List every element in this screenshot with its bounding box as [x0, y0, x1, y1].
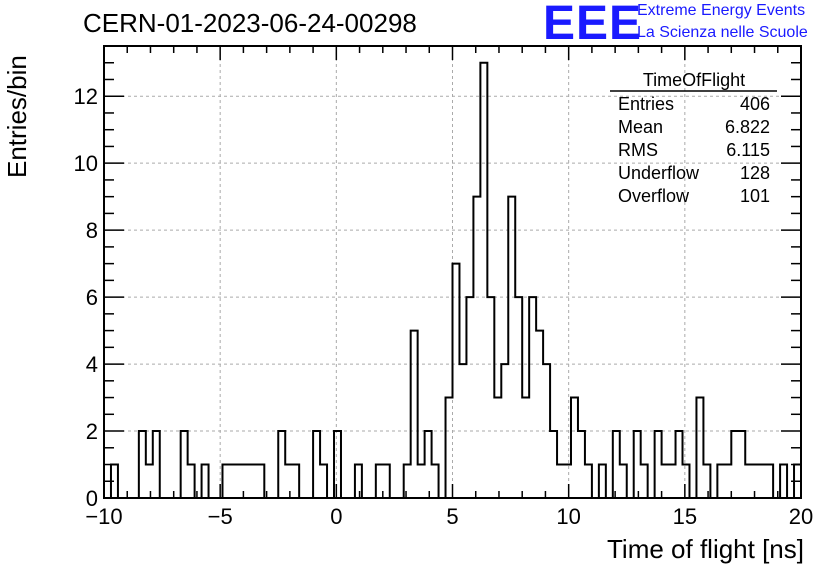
- x-tick-label: 20: [789, 504, 813, 529]
- x-tick-label: 15: [673, 504, 697, 529]
- stats-row-rms: RMS 6.115: [618, 140, 770, 161]
- y-tick-label: 6: [86, 285, 98, 310]
- x-tick-label: −5: [208, 504, 233, 529]
- stats-box-title: TimeOfFlight: [642, 70, 746, 90]
- histogram-line: [104, 61, 802, 499]
- y-tick-label: 2: [86, 419, 98, 444]
- y-tick-label: 4: [86, 352, 98, 377]
- stats-label: Overflow: [618, 186, 690, 206]
- stats-row-entries: Entries 406: [618, 94, 770, 115]
- stats-label: Entries: [618, 94, 675, 114]
- run-title: CERN-01-2023-06-24-00298: [83, 8, 417, 38]
- y-tick-label: 8: [86, 218, 98, 243]
- x-tick-label: 10: [556, 504, 580, 529]
- y-tick-label: 0: [86, 486, 98, 511]
- logo-subtitle-1: Extreme Energy Events: [637, 2, 806, 19]
- x-tick-label: 0: [330, 504, 342, 529]
- stats-value: 406: [739, 94, 770, 114]
- stats-row-underflow: Underflow 128: [618, 163, 770, 184]
- x-tick-label: −10: [85, 504, 122, 529]
- eee-logo: EEE: [543, 0, 643, 50]
- stats-label: Underflow: [618, 163, 700, 183]
- stats-row-overflow: Overflow 101: [618, 186, 770, 207]
- tick-labels: −10 −5 0 5 10 15 20 0 2 4 6 8 10 12: [74, 84, 814, 529]
- stats-label: RMS: [618, 140, 658, 160]
- axis-ticks: [103, 45, 802, 499]
- stats-label: Mean: [618, 117, 664, 137]
- stats-value: 101: [739, 186, 770, 206]
- y-axis-title: Entries/bin: [2, 55, 32, 178]
- y-tick-label: 10: [74, 151, 98, 176]
- y-tick-label: 12: [74, 84, 98, 109]
- stats-value: 6.115: [726, 140, 770, 160]
- x-axis-title: Time of flight [ns]: [607, 534, 804, 564]
- stats-row-mean: Mean 6.822: [618, 117, 770, 138]
- stats-value: 128: [739, 163, 770, 183]
- stats-value: 6.822: [724, 117, 770, 137]
- x-tick-label: 5: [446, 504, 458, 529]
- logo-subtitle-2: La Scienza nelle Scuole: [637, 24, 808, 41]
